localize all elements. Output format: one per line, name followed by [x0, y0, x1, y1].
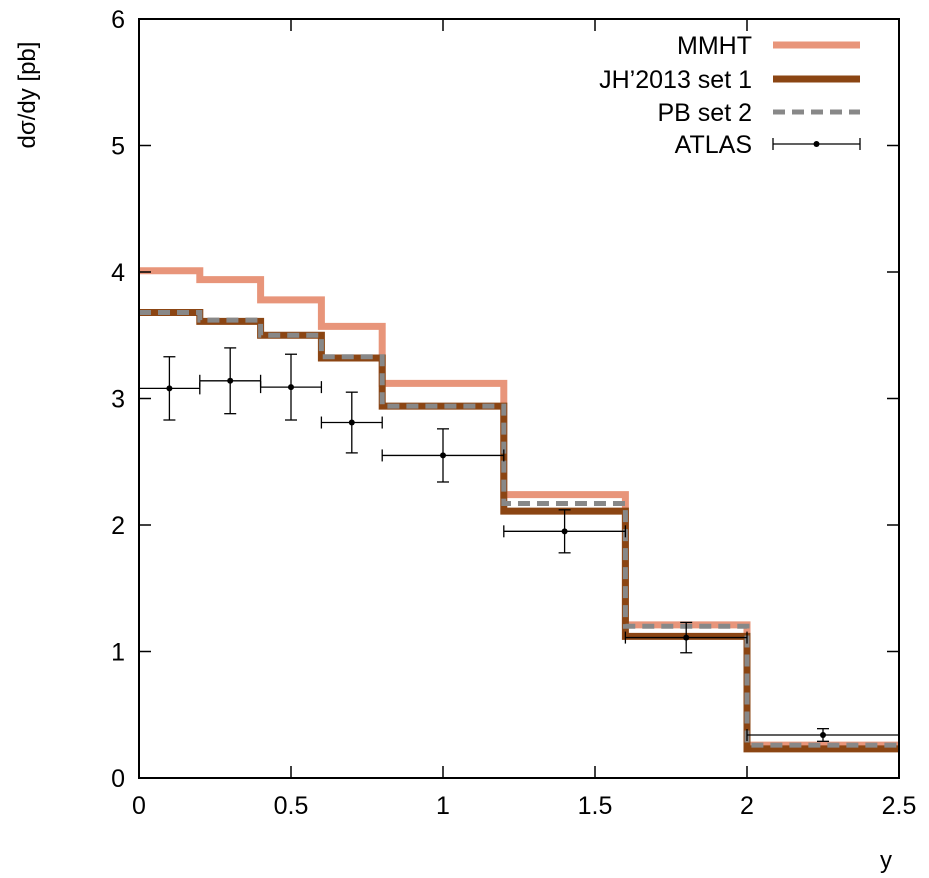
legend-label: PB set 2	[658, 99, 753, 127]
x-tick-label: 2	[740, 792, 754, 820]
legend-label: MMHT	[677, 32, 752, 60]
y-tick-label: 3	[111, 386, 125, 414]
data-point-6	[624, 621, 748, 654]
x-tick-label: 1.5	[578, 792, 613, 820]
x-tick-label: 0	[132, 792, 146, 820]
data-point-marker	[683, 634, 690, 641]
data-point-marker	[820, 731, 826, 738]
x-tick-label: 1	[436, 792, 450, 820]
data-point-marker	[561, 528, 568, 535]
y-tick-label: 4	[111, 259, 125, 287]
data-point-4	[381, 428, 505, 483]
data-point-3	[320, 391, 383, 454]
ticks-layer: 0 0.5 1 1.5 2 2.5 0 1 2 3 4 5 6	[111, 6, 916, 820]
data-point-7	[746, 728, 900, 742]
series-layer	[138, 267, 900, 753]
legend-entry-2: PB set 2	[658, 99, 860, 127]
data-point-1	[199, 347, 262, 415]
legend-entry-0: MMHT	[677, 32, 860, 60]
y-tick-label: 5	[111, 133, 125, 161]
data-point-marker	[288, 384, 294, 391]
series-line-2	[139, 309, 899, 748]
data-point-2	[259, 353, 323, 421]
y-tick-label: 0	[111, 765, 125, 793]
data-point-marker	[166, 385, 173, 392]
data-point-marker	[227, 377, 234, 384]
legend-entry-3: ATLAS	[675, 131, 861, 159]
data-point-marker	[440, 452, 446, 459]
y-tick-label: 6	[111, 6, 125, 34]
data-point-5	[503, 509, 627, 554]
plot-frame	[138, 18, 900, 779]
legend-swatch-marker	[813, 141, 820, 147]
legend-entry-1: JH’2013 set 1	[599, 66, 860, 94]
x-tick-label: 2.5	[882, 792, 917, 820]
data-point-marker	[348, 419, 355, 426]
legend-layer: MMHT JH’2013 set 1 PB set 2 ATLAS	[599, 32, 861, 159]
data-point-0	[138, 356, 201, 421]
y-axis-label: dσ/dy [pb]	[14, 42, 41, 149]
y-tick-label: 1	[111, 639, 125, 667]
y-tick-label: 2	[111, 512, 125, 540]
x-axis-label: y	[880, 847, 892, 874]
x-tick-label: 0.5	[274, 792, 309, 820]
legend-label: JH’2013 set 1	[599, 66, 752, 94]
legend-label: ATLAS	[675, 131, 752, 159]
